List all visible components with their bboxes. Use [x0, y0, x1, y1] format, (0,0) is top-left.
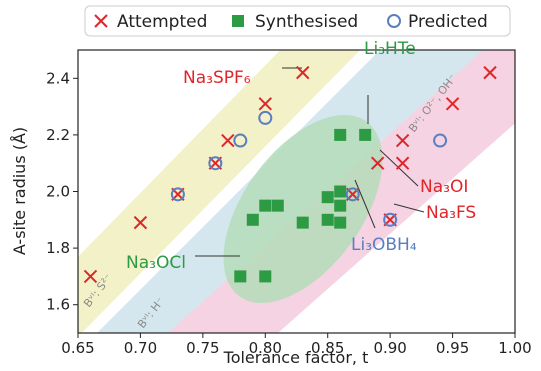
x-tick-label: 1.00	[498, 339, 531, 357]
annotation-na3fs: Na₃FS	[426, 203, 476, 223]
legend: Attempted Synthesised Predicted	[84, 5, 511, 37]
point-synthesised	[359, 128, 372, 141]
point-synthesised	[271, 199, 284, 212]
point-synthesised	[234, 270, 247, 283]
point-synthesised	[334, 128, 347, 141]
point-predicted	[433, 133, 448, 148]
legend-predicted-marker	[387, 14, 401, 28]
point-predicted	[233, 133, 248, 148]
point-predicted	[383, 212, 398, 227]
x-axis: 0.65 0.70 0.75 0.80 0.85 0.90 0.95 1.00	[61, 333, 532, 357]
annotation-na3spf6: Na₃SPF₆	[183, 68, 251, 88]
point-attempted	[133, 215, 148, 230]
x-tick-label: 0.85	[311, 339, 344, 357]
point-predicted	[170, 187, 185, 202]
x-tick-label: 0.80	[249, 339, 282, 357]
y-axis: 1.6 1.8 2.0 2.2 2.4	[46, 69, 78, 314]
point-predicted	[208, 156, 223, 171]
legend-attempted-label: Attempted	[117, 12, 207, 32]
series-synthesised	[234, 128, 372, 283]
x-tick-label: 0.90	[373, 339, 406, 357]
legend-predicted-label: Predicted	[408, 12, 488, 32]
y-tick-label: 2.0	[46, 183, 70, 201]
point-synthesised	[296, 216, 309, 229]
point-attempted	[483, 65, 497, 80]
point-synthesised	[246, 213, 259, 226]
point-synthesised	[259, 199, 272, 212]
point-synthesised	[259, 270, 272, 283]
point-attempted	[445, 97, 460, 111]
point-attempted	[221, 133, 235, 148]
annotation-na3oi: Na₃OI	[420, 177, 468, 197]
point-synthesised	[321, 213, 334, 226]
point-predicted	[345, 187, 360, 202]
y-axis-label: A-site radius (Å)	[10, 127, 29, 255]
y-tick-label: 1.8	[46, 239, 70, 257]
point-attempted	[296, 65, 310, 80]
legend-synthesised-label: Synthesised	[255, 12, 358, 32]
annotation-na3ocl: Na₃OCl	[126, 253, 186, 273]
point-attempted	[370, 156, 385, 170]
x-tick-label: 0.70	[124, 339, 157, 357]
y-tick-label: 2.2	[46, 126, 70, 144]
annotation-li3obh4: Li₃OBH₄	[351, 235, 417, 255]
point-attempted	[83, 269, 98, 284]
x-axis-label: Tolerance factor, t	[223, 348, 369, 367]
synthesised-region	[223, 114, 383, 304]
y-tick-label: 2.4	[46, 69, 70, 87]
x-tick-label: 0.95	[436, 339, 469, 357]
point-synthesised	[334, 216, 347, 229]
legend-attempted-marker	[94, 14, 108, 28]
legend-synthesised-marker	[232, 15, 244, 27]
point-attempted	[395, 156, 410, 170]
annotation-li3hte: Li₃HTe	[364, 39, 416, 59]
series-predicted	[170, 110, 448, 227]
point-synthesised	[321, 191, 334, 204]
point-attempted	[258, 97, 272, 111]
y-tick-label: 1.6	[46, 296, 70, 314]
x-tick-label: 0.65	[61, 339, 94, 357]
legend-box	[84, 5, 511, 37]
point-synthesised	[334, 199, 347, 212]
point-synthesised	[334, 185, 347, 198]
line-na3fs	[393, 203, 425, 213]
x-tick-label: 0.75	[186, 339, 219, 357]
point-attempted	[395, 133, 410, 148]
band-sulfide	[78, 50, 361, 333]
point-predicted	[258, 110, 273, 125]
